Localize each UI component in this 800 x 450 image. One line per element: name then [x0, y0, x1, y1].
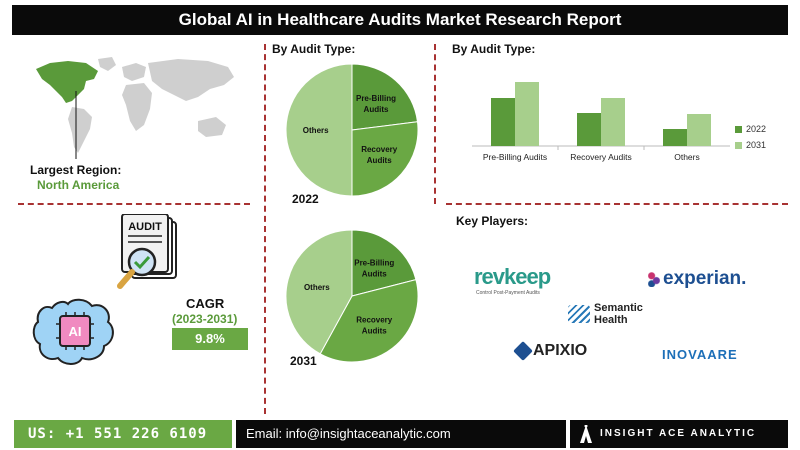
- report-title: Global AI in Healthcare Audits Market Re…: [12, 5, 788, 35]
- pie-slice-2: [285, 63, 353, 197]
- footer-brand: INSIGHT ACE ANALYTIC: [570, 420, 788, 448]
- pie-panel-title: By Audit Type:: [272, 42, 356, 56]
- apixio-icon: [513, 340, 533, 361]
- revkeep-name: revkeep: [474, 264, 551, 289]
- pie-slice-label-0: Pre-Billing Audits: [354, 258, 394, 278]
- largest-region-label: Largest Region:: [30, 163, 122, 177]
- europe-shape: [122, 63, 146, 81]
- bar-1-1: [601, 98, 625, 146]
- revkeep-logo: revkeep: [474, 264, 551, 290]
- divider-left-horizontal: [18, 203, 250, 205]
- semantic-health-line1: Semantic: [594, 302, 643, 314]
- apixio-logo: APIXIO: [513, 340, 588, 361]
- pie-year-2022: 2022: [292, 192, 319, 206]
- africa-shape: [122, 83, 152, 131]
- insight-ace-logo-icon: [580, 425, 592, 443]
- experian-name: experian.: [663, 268, 747, 289]
- key-players-title: Key Players:: [456, 214, 529, 228]
- pie-chart-2022: Pre-Billing Audits Recovery Audits Others: [285, 63, 419, 197]
- semantic-health-icon: [568, 305, 590, 323]
- revkeep-tagline: Control Post-Payment Audits: [476, 290, 540, 296]
- legend-item-2022: 2022: [735, 124, 766, 134]
- cagr-label: CAGR: [186, 296, 225, 311]
- footer-phone: US: +1 551 226 6109: [14, 420, 232, 448]
- bar-2-1: [687, 114, 711, 146]
- experian-logo: experian.: [648, 268, 746, 290]
- bar-category-label-0: Pre-Billing Audits: [483, 152, 547, 162]
- pie-slice-0: [351, 229, 417, 297]
- greenland-shape: [98, 57, 116, 71]
- pie-slice-1: [351, 121, 419, 197]
- bar-category-label-1: Recovery Audits: [570, 152, 631, 162]
- north-america-shape: [36, 61, 98, 103]
- apixio-name: APIXIO: [533, 342, 588, 359]
- bar-0-1: [515, 82, 539, 146]
- bar-0-0: [491, 98, 515, 146]
- semantic-health-line2: Health: [594, 314, 628, 326]
- audit-document-icon: AUDIT: [117, 214, 177, 289]
- legend-label-2022: 2022: [746, 124, 767, 134]
- bar-1-0: [577, 113, 601, 146]
- legend-item-2031: 2031: [735, 140, 766, 150]
- south-america-shape: [68, 107, 92, 153]
- largest-region-value: North America: [37, 178, 120, 192]
- pie-slice-2: [285, 229, 353, 355]
- australia-shape: [198, 117, 226, 137]
- bar-panel-title: By Audit Type:: [452, 42, 536, 56]
- cagr-value: 9.8%: [172, 328, 248, 350]
- pie-slice-1: [319, 278, 419, 363]
- world-map: [36, 57, 234, 159]
- semantic-health-logo: Semantic Health: [568, 302, 643, 326]
- pie-slice-label-0: Pre-Billing Audits: [356, 94, 396, 114]
- pie-slice-label-1: Recovery Audits: [361, 145, 398, 165]
- pie-slice-label-2: Others: [303, 126, 329, 135]
- asia-shape: [148, 59, 234, 101]
- ai-brain-icon: AI: [32, 298, 114, 365]
- footer-email: Email: info@insightaceanalytic.com: [236, 420, 566, 448]
- pie-slice-label-1: Recovery Audits: [356, 316, 393, 336]
- bar-chart: Pre-Billing Audits Recovery Audits Others: [472, 82, 730, 162]
- audit-icon-label: AUDIT: [128, 221, 162, 233]
- legend-label-2031: 2031: [746, 140, 767, 150]
- pie-slice-0: [351, 63, 419, 131]
- footer-brand-name: INSIGHT ACE ANALYTIC: [600, 428, 757, 439]
- bar-category-label-2: Others: [674, 152, 700, 162]
- pie-year-2031: 2031: [290, 354, 317, 368]
- inovaare-name: INOVAARE: [662, 347, 738, 362]
- pie-slice-label-2: Others: [304, 283, 330, 292]
- bar-2-0: [663, 129, 687, 146]
- divider-left: [264, 44, 266, 414]
- pie-chart-2031: Pre-Billing Audits Recovery Audits Others: [285, 229, 419, 363]
- divider-right-horizontal: [446, 203, 788, 205]
- divider-right: [434, 44, 436, 204]
- ai-icon-label: AI: [69, 324, 82, 339]
- bar-legend: 2022 2031: [735, 124, 766, 150]
- cagr-period: (2023-2031): [172, 312, 238, 326]
- inovaare-logo: INOVAARE: [662, 347, 738, 362]
- experian-icon: [648, 270, 660, 287]
